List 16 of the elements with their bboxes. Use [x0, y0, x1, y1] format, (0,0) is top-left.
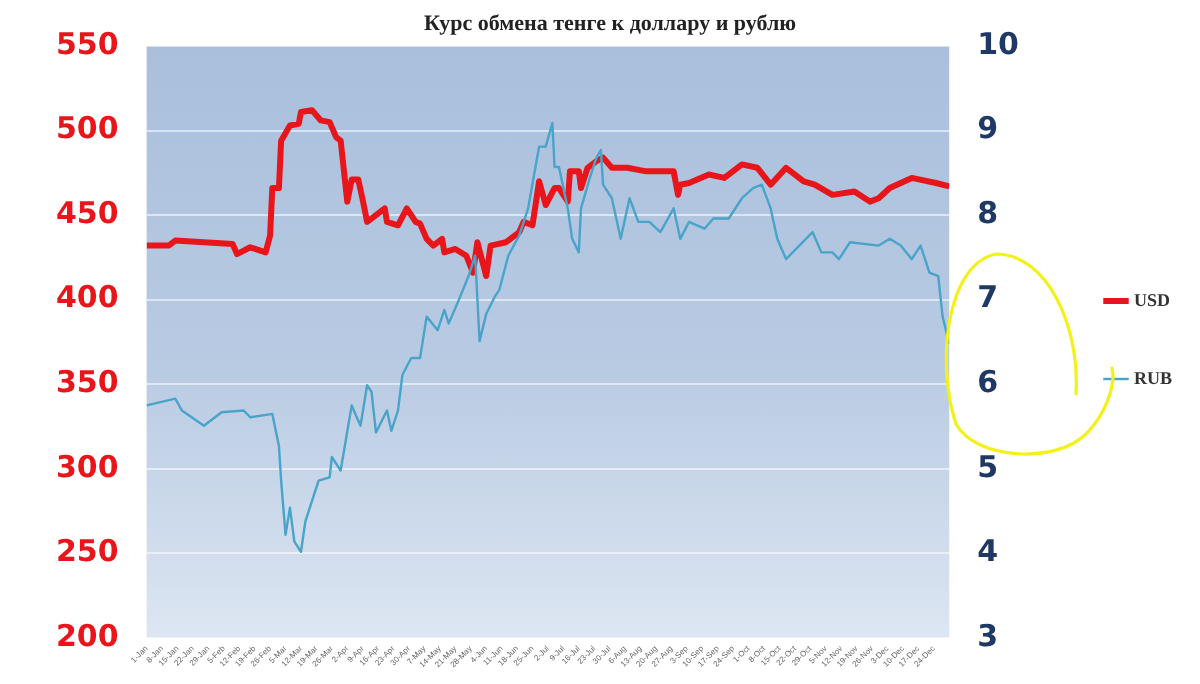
legend-label: USD	[1134, 289, 1172, 310]
y-tick-label: 500	[56, 110, 119, 147]
y-tick-label: 350	[56, 364, 119, 401]
legend-label: RUB	[1134, 367, 1173, 388]
chart-title: Курс обмена тенге к доллару и рублю	[423, 12, 797, 37]
y-tick-label: 400	[56, 279, 119, 316]
y-tick-label: 450	[56, 194, 119, 231]
y2-tick-label: 9	[977, 110, 999, 147]
y2-tick-label: 8	[977, 194, 999, 231]
y2-tick-label: 4	[977, 533, 999, 570]
y-tick-label: 550	[56, 25, 119, 62]
y-tick-label: 250	[56, 533, 119, 570]
y-tick-label: 300	[56, 448, 119, 485]
y2-tick-label: 10	[977, 25, 1019, 62]
y2-tick-label: 3	[977, 617, 999, 654]
y-tick-label: 200	[56, 617, 119, 654]
